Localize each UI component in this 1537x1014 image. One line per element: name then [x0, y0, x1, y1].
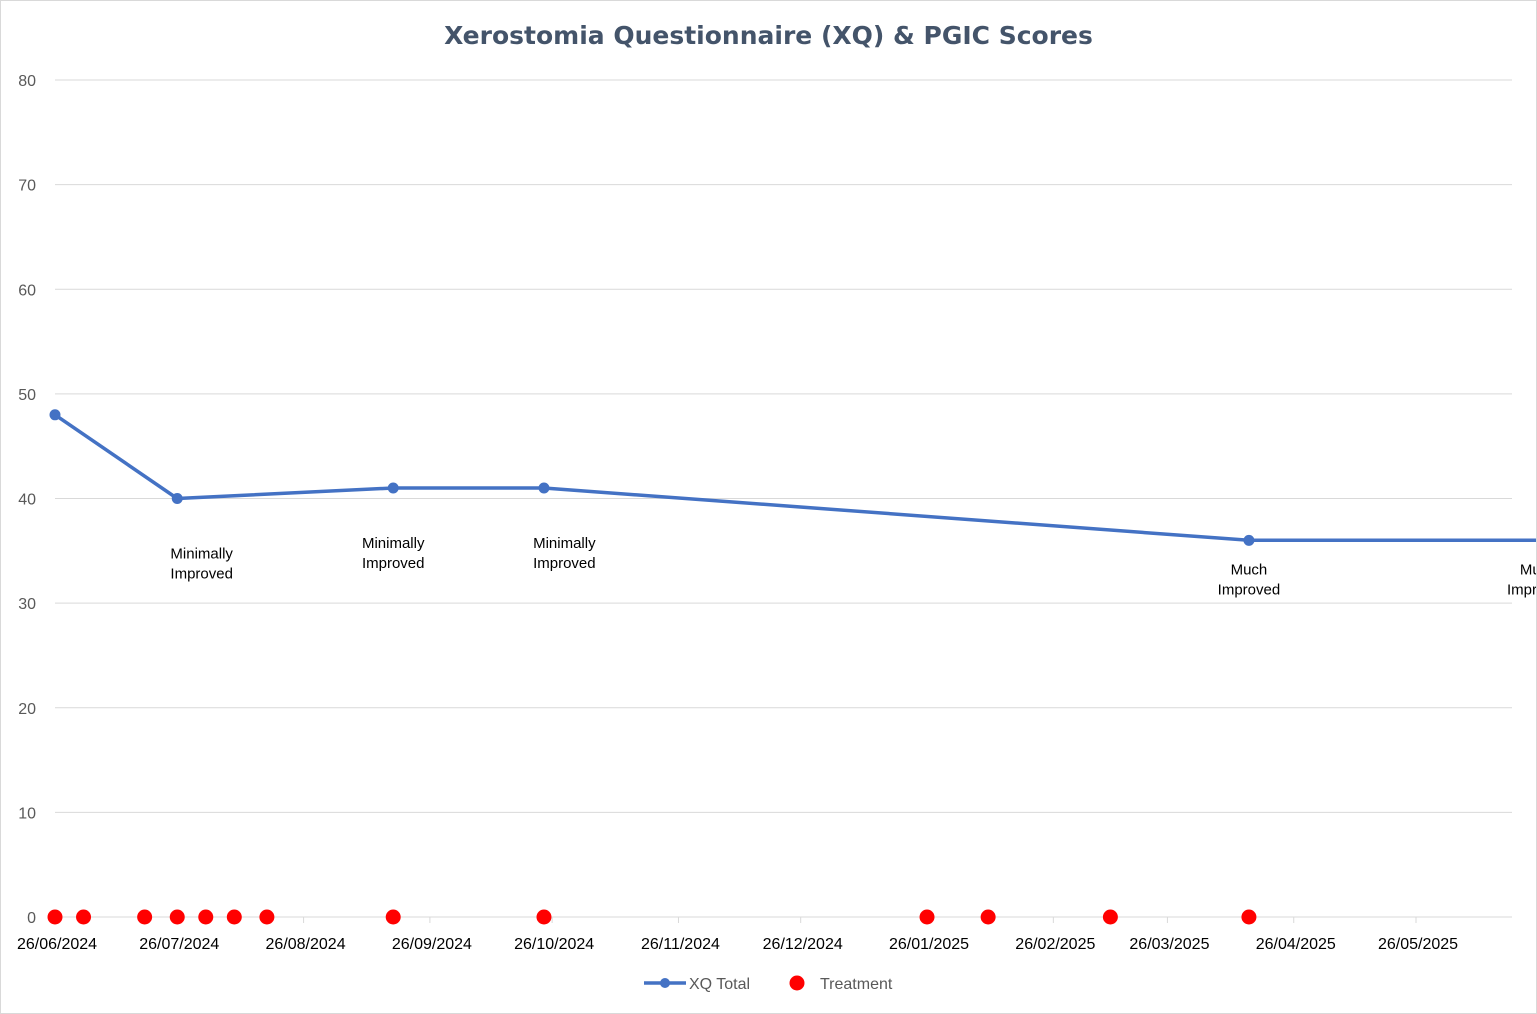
xq-total-line [53, 413, 1536, 543]
y-tick-label: 40 [18, 492, 36, 509]
treatment-point [76, 909, 92, 925]
x-tick-label: 26/12/2024 [763, 936, 843, 953]
legend-xq-swatch-marker [660, 978, 670, 988]
treatment-point [198, 909, 214, 925]
y-tick-label: 10 [18, 805, 36, 822]
treatment-point [385, 909, 401, 925]
treatment-point [169, 909, 185, 925]
x-tick-label: 26/11/2024 [641, 936, 720, 953]
treatment-point [1241, 909, 1257, 925]
legend-treatment-label: Treatment [820, 976, 893, 993]
xq-total-point [538, 482, 550, 494]
pgic-annotation: Minimally [170, 546, 233, 563]
legend-xq-label: XQ Total [689, 976, 750, 993]
pgic-annotation: Minimally [533, 535, 596, 552]
x-tick-label: 26/05/2025 [1378, 936, 1458, 953]
x-tick-label: 26/01/2025 [889, 936, 969, 953]
x-tick-label: 26/10/2024 [514, 936, 594, 953]
x-tick-label: 26/09/2024 [392, 936, 472, 953]
treatment-point [226, 909, 242, 925]
xq-total-point [171, 493, 183, 504]
y-tick-label: 80 [18, 73, 36, 90]
pgic-annotation: Improved [1218, 581, 1281, 598]
pgic-annotation: Much [1520, 561, 1536, 578]
xq-total-point [49, 409, 61, 421]
pgic-annotation: Improved [1507, 581, 1536, 598]
y-tick-label: 60 [18, 282, 36, 299]
x-tick-label: 26/02/2025 [1015, 936, 1095, 953]
treatment-point [1102, 909, 1118, 925]
y-tick-label: 70 [18, 178, 36, 195]
x-tick-label: 26/04/2025 [1256, 936, 1336, 953]
x-tick-label: 26/08/2024 [266, 936, 346, 953]
x-tick-label: 26/07/2024 [139, 936, 219, 953]
x-tick-label: 26/06/2024 [17, 936, 97, 953]
treatment-point [259, 909, 275, 925]
treatment-point [980, 909, 996, 925]
y-tick-label: 30 [18, 596, 36, 613]
pgic-annotation: Improved [170, 566, 233, 583]
treatment-point [137, 909, 153, 925]
x-tick-label: 26/03/2025 [1129, 936, 1209, 953]
y-tick-label: 0 [27, 910, 36, 927]
xq-total-point [387, 482, 399, 494]
pgic-annotation: Minimally [362, 535, 425, 552]
y-tick-label: 50 [18, 387, 36, 404]
pgic-annotation: Improved [533, 555, 596, 572]
chart-title: Xerostomia Questionnaire (XQ) & PGIC Sco… [444, 21, 1093, 50]
treatment-point [536, 909, 552, 925]
treatment-point [919, 909, 935, 925]
pgic-annotation: Improved [362, 555, 425, 572]
y-tick-label: 20 [18, 701, 36, 718]
legend-treatment-swatch [789, 975, 805, 991]
xq-total-point [1243, 534, 1255, 546]
pgic-annotation: Much [1231, 561, 1268, 578]
treatment-point [47, 909, 63, 925]
